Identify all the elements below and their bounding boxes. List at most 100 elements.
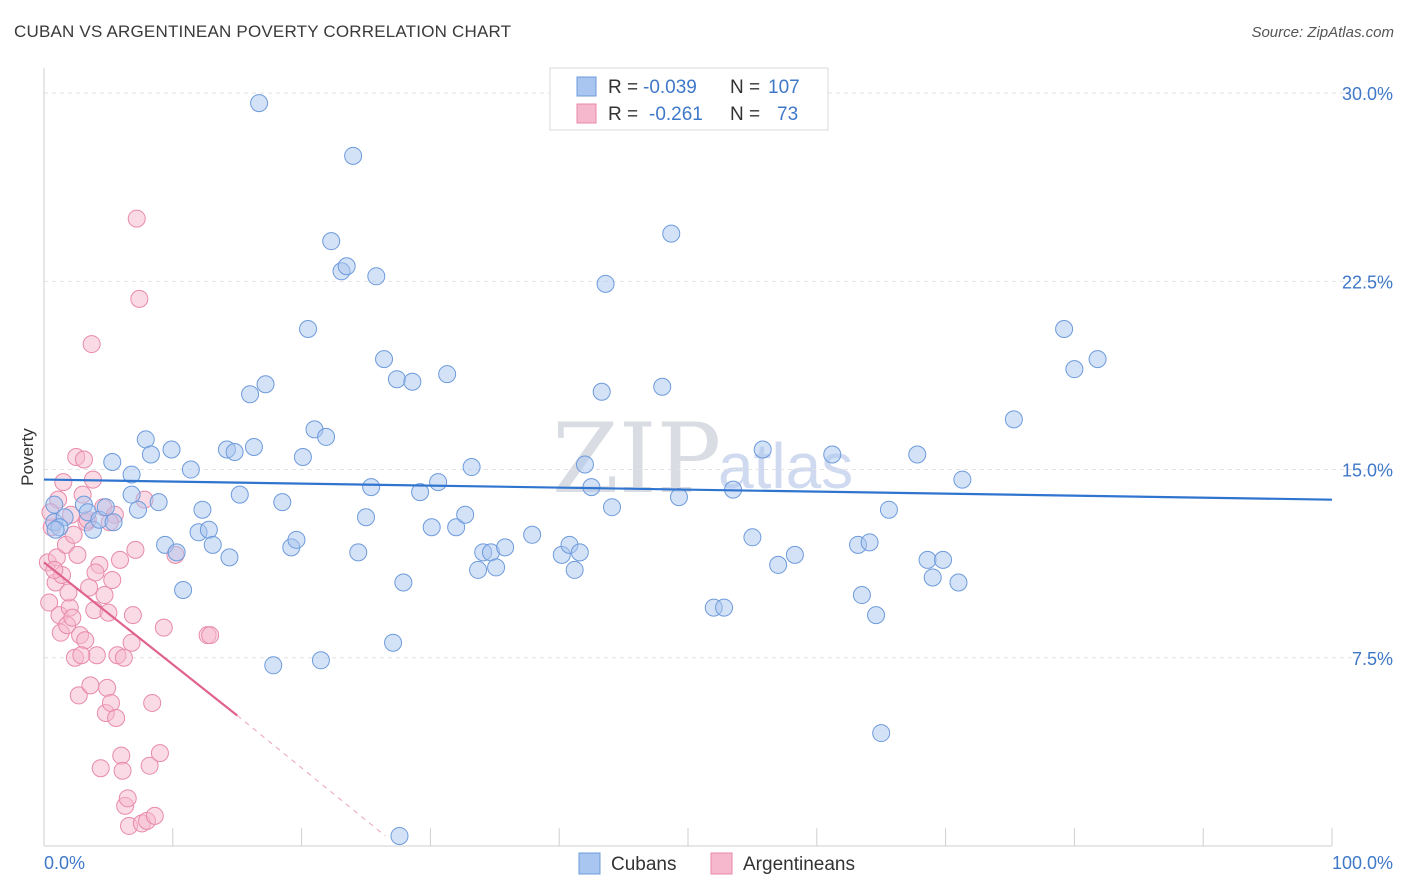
argentineans-point	[101, 693, 120, 712]
cubans-point	[122, 465, 141, 484]
argentineans-point	[98, 678, 117, 697]
cubans-point	[823, 445, 842, 464]
argentineans-point	[201, 626, 220, 645]
cubans-point	[384, 633, 403, 652]
cubans-point	[523, 525, 542, 544]
cubans-point	[46, 520, 65, 539]
cubans-point	[193, 500, 212, 519]
chart-title: CUBAN VS ARGENTINEAN POVERTY CORRELATION…	[14, 22, 512, 41]
legend-n-label-cubans: N =	[730, 77, 760, 98]
y-tick-label: 22.5%	[1342, 272, 1393, 292]
cubans-point	[220, 548, 239, 567]
cubans-point	[1004, 410, 1023, 429]
bottom-legend-swatch-argentineans	[710, 852, 733, 875]
cubans-point	[141, 445, 160, 464]
cubans-point	[923, 568, 942, 587]
argentineans-point	[68, 545, 87, 564]
cubans-point	[299, 320, 318, 339]
argentineans-point	[40, 593, 59, 612]
cubans-point	[337, 257, 356, 276]
argentineans-point	[113, 761, 132, 780]
y-tick-label: 30.0%	[1342, 84, 1393, 104]
cubans-point	[953, 470, 972, 489]
cubans-point	[592, 382, 611, 401]
cubans-point	[785, 545, 804, 564]
cubans-point	[429, 473, 448, 492]
cubans-point	[203, 535, 222, 554]
argentineans-point	[154, 618, 173, 637]
cubans-point	[362, 478, 381, 497]
argentineans-point	[81, 676, 100, 695]
cubans-point	[456, 505, 475, 524]
argentineans-point	[140, 756, 159, 775]
argentineans-point	[127, 209, 146, 228]
cubans-point	[387, 370, 406, 389]
cubans-point	[225, 442, 244, 461]
argentineans-point	[72, 646, 91, 665]
legend-r-label-cubans: R =	[608, 77, 638, 98]
cubans-point	[344, 146, 363, 165]
argentineans-point	[118, 789, 137, 808]
argentineans-point	[95, 586, 114, 605]
cubans-point	[375, 350, 394, 369]
cubans-point	[136, 430, 155, 449]
y-tick-label: 7.5%	[1352, 649, 1393, 669]
argentineans-point	[126, 540, 145, 559]
watermark-zip: ZIP	[552, 403, 721, 515]
cubans-point	[264, 656, 283, 675]
argentineans-point	[69, 686, 88, 705]
x-tick-label-min: 0.0%	[44, 853, 85, 873]
cubans-point	[669, 488, 688, 507]
cubans-point	[167, 543, 186, 562]
cubans-point	[769, 555, 788, 574]
cubans-point	[1088, 350, 1107, 369]
cubans-point	[469, 560, 488, 579]
argentineans-point	[76, 631, 95, 650]
cubans-point	[570, 543, 589, 562]
cubans-point	[603, 498, 622, 517]
cubans-point	[872, 724, 891, 743]
cubans-point	[496, 538, 515, 557]
bottom-legend: Cubans Argentineans	[578, 852, 855, 875]
cubans-point	[256, 375, 275, 394]
legend-swatch-cubans	[576, 76, 597, 97]
argentineans-point	[91, 759, 110, 778]
cubans-point	[241, 385, 260, 404]
legend-swatch-argentineans	[576, 103, 597, 124]
cubans-point	[273, 493, 292, 512]
x-axis-ticks	[172, 828, 1333, 846]
cubans-point	[908, 445, 927, 464]
argentineans-trend-extension	[236, 715, 386, 837]
argentineans-point	[143, 693, 162, 712]
cubans-point	[311, 651, 330, 670]
cubans-point	[349, 543, 368, 562]
cubans-point	[96, 498, 115, 517]
cubans-point	[662, 224, 681, 243]
cubans-point	[653, 377, 672, 396]
cubans-point	[565, 560, 584, 579]
cubans-point	[250, 94, 269, 113]
cubans-point	[322, 232, 341, 251]
bottom-legend-label-cubans: Cubans	[611, 854, 677, 875]
legend-r-value-argentineans: -0.261	[649, 104, 703, 125]
cubans-point	[422, 518, 441, 537]
cubans-point	[199, 520, 218, 539]
cubans-point	[575, 455, 594, 474]
argentineans-point	[59, 583, 78, 602]
cubans-point	[174, 581, 193, 600]
cubans-point	[743, 528, 762, 547]
argentineans-point	[54, 473, 73, 492]
argentineans-point	[63, 608, 82, 627]
cubans-point	[462, 458, 481, 477]
argentineans-point	[122, 633, 141, 652]
x-tick-label-max: 100.0%	[1332, 853, 1393, 873]
cubans-point	[181, 460, 200, 479]
cubans-point	[162, 440, 181, 459]
cubans-point	[104, 513, 123, 532]
cubans-point	[487, 558, 506, 577]
cubans-trend-line	[43, 478, 1333, 501]
argentineans-point	[150, 744, 169, 763]
argentineans-point	[130, 289, 149, 308]
cubans-point	[103, 453, 122, 472]
argentineans-point	[74, 450, 93, 469]
